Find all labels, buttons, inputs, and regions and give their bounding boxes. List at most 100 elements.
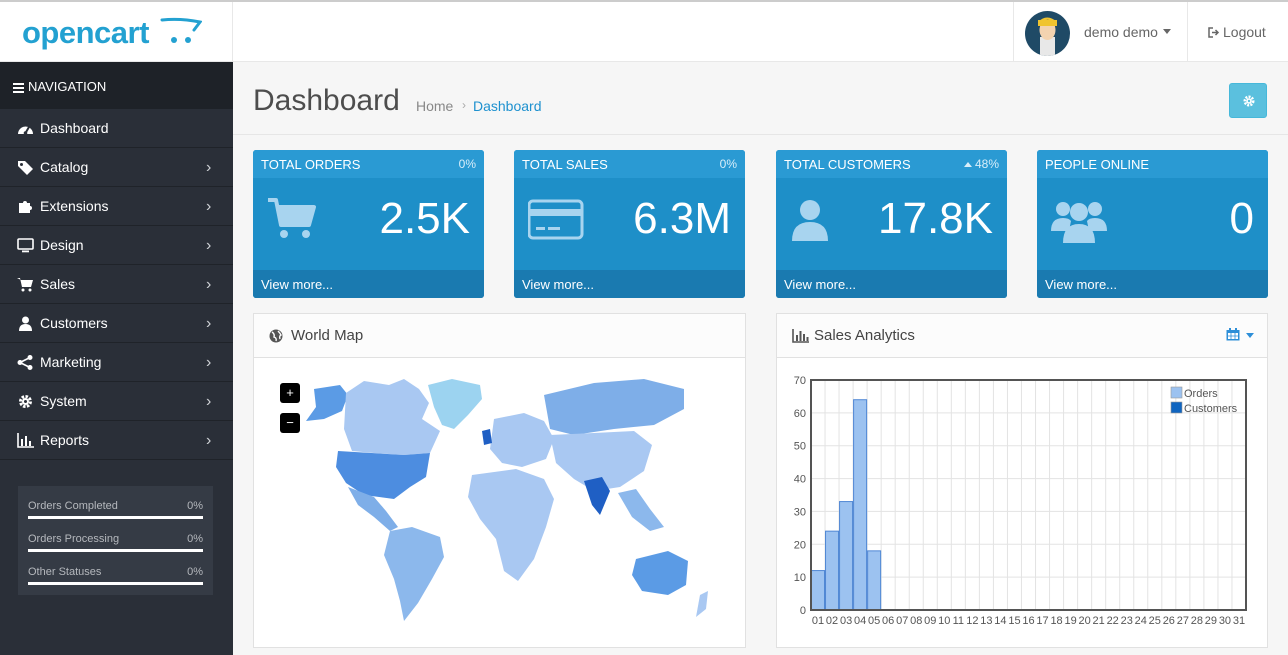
logo[interactable]: opencart bbox=[0, 2, 233, 62]
x-tick-label: 25 bbox=[1149, 615, 1161, 627]
logout-label: Logout bbox=[1223, 24, 1266, 40]
zoom-out-button[interactable]: − bbox=[280, 413, 300, 433]
chevron-right-icon: › bbox=[206, 276, 212, 293]
credit-card-icon bbox=[528, 199, 584, 240]
tile-title: TOTAL ORDERS bbox=[261, 157, 361, 172]
logo-text: opencart bbox=[22, 15, 149, 50]
chevron-right-icon: › bbox=[206, 198, 212, 215]
map-europe bbox=[490, 413, 554, 467]
sidebar-item-label: Marketing bbox=[40, 354, 102, 370]
x-tick-label: 19 bbox=[1064, 615, 1076, 627]
chevron-right-icon: › bbox=[206, 315, 212, 332]
map-uk bbox=[482, 429, 492, 445]
y-tick-label: 20 bbox=[794, 539, 806, 551]
chevron-right-icon: › bbox=[206, 237, 212, 254]
shopping-cart-icon bbox=[17, 278, 33, 292]
x-tick-label: 30 bbox=[1219, 615, 1231, 627]
tile-title: TOTAL CUSTOMERS bbox=[784, 157, 911, 172]
tile-percent: 48% bbox=[963, 157, 999, 171]
map-new-zealand bbox=[696, 591, 708, 617]
x-tick-label: 21 bbox=[1093, 615, 1105, 627]
map-south-america bbox=[384, 527, 444, 621]
map-australia bbox=[632, 551, 688, 595]
view-more-link[interactable]: View more... bbox=[1037, 270, 1268, 298]
panel-title: Sales Analytics bbox=[814, 327, 915, 344]
sidebar-item-label: Sales bbox=[40, 276, 76, 292]
order-status-box: Orders Completed 0% Orders Processing 0%… bbox=[18, 486, 213, 595]
y-tick-label: 70 bbox=[794, 375, 806, 387]
nav-heading[interactable]: NAVIGATION bbox=[0, 62, 233, 109]
view-more-link[interactable]: View more... bbox=[253, 270, 484, 298]
tile-percent: 0% bbox=[719, 157, 737, 171]
world-map[interactable] bbox=[254, 359, 745, 647]
users-icon bbox=[1051, 202, 1107, 243]
zoom-in-button[interactable]: + bbox=[280, 383, 300, 403]
bar-chart-icon bbox=[17, 433, 34, 448]
puzzle-icon bbox=[19, 201, 32, 213]
sidebar-item-dashboard[interactable]: Dashboard bbox=[0, 109, 233, 148]
x-tick-label: 31 bbox=[1233, 615, 1245, 627]
user-dropdown[interactable]: demo demo bbox=[1013, 2, 1188, 62]
y-tick-label: 10 bbox=[794, 572, 806, 584]
tile-title: PEOPLE ONLINE bbox=[1045, 157, 1150, 172]
status-value: 0% bbox=[187, 500, 203, 512]
breadcrumb-current[interactable]: Dashboard bbox=[473, 98, 542, 114]
status-label: Orders Processing bbox=[28, 533, 120, 545]
view-more-link[interactable]: View more... bbox=[514, 270, 745, 298]
tag-icon bbox=[18, 161, 33, 175]
bar-orders bbox=[839, 501, 854, 611]
x-tick-label: 04 bbox=[854, 615, 866, 627]
bar-orders bbox=[853, 399, 868, 611]
x-tick-label: 08 bbox=[910, 615, 922, 627]
caret-down-icon bbox=[1163, 29, 1171, 34]
share-icon bbox=[17, 355, 33, 370]
x-tick-label: 07 bbox=[896, 615, 908, 627]
tile-percent: 0% bbox=[458, 157, 476, 171]
x-tick-label: 11 bbox=[953, 615, 964, 627]
logout-button[interactable]: Logout bbox=[1208, 24, 1266, 40]
user-icon bbox=[792, 200, 828, 241]
sidebar-item-reports[interactable]: Reports › bbox=[0, 421, 233, 460]
caret-down-icon bbox=[1246, 333, 1255, 338]
shopping-cart-icon bbox=[268, 198, 316, 238]
y-tick-label: 40 bbox=[794, 474, 806, 486]
map-asia bbox=[550, 431, 652, 491]
sidebar: NAVIGATION Dashboard Catalog › Extension… bbox=[0, 62, 233, 655]
status-orders-processing: Orders Processing 0% bbox=[28, 529, 203, 562]
view-more-label: View more... bbox=[784, 277, 857, 292]
caret-up-icon bbox=[963, 162, 972, 167]
sidebar-item-system[interactable]: System › bbox=[0, 382, 233, 421]
chevron-right-icon: › bbox=[206, 393, 212, 410]
x-tick-label: 01 bbox=[812, 615, 824, 627]
tile-total-sales: TOTAL SALES 0% 6.3M View more... bbox=[514, 150, 745, 298]
sidebar-item-customers[interactable]: Customers › bbox=[0, 304, 233, 343]
sidebar-item-marketing[interactable]: Marketing › bbox=[0, 343, 233, 382]
logo-cart-icon bbox=[160, 17, 202, 43]
sidebar-item-catalog[interactable]: Catalog › bbox=[0, 148, 233, 187]
status-label: Orders Completed bbox=[28, 500, 118, 512]
sidebar-item-label: Dashboard bbox=[40, 120, 109, 136]
breadcrumb-home[interactable]: Home bbox=[416, 98, 454, 114]
sidebar-item-design[interactable]: Design › bbox=[0, 226, 233, 265]
sign-out-icon bbox=[1208, 27, 1220, 38]
bar-orders bbox=[811, 570, 826, 611]
y-tick-label: 60 bbox=[794, 408, 806, 420]
legend-swatch-customers bbox=[1170, 401, 1183, 414]
tile-total-orders: TOTAL ORDERS 0% 2.5K View more... bbox=[253, 150, 484, 298]
view-more-label: View more... bbox=[261, 277, 334, 292]
sidebar-item-extensions[interactable]: Extensions › bbox=[0, 187, 233, 226]
x-tick-label: 12 bbox=[966, 615, 978, 627]
sidebar-item-label: Customers bbox=[40, 315, 108, 331]
settings-button[interactable] bbox=[1229, 83, 1267, 118]
sidebar-item-label: Extensions bbox=[40, 198, 109, 214]
cog-icon bbox=[1243, 95, 1255, 107]
view-more-label: View more... bbox=[1045, 277, 1118, 292]
view-more-link[interactable]: View more... bbox=[776, 270, 1007, 298]
x-tick-label: 03 bbox=[840, 615, 852, 627]
sidebar-item-label: Catalog bbox=[40, 159, 89, 175]
map-alaska bbox=[306, 385, 348, 421]
date-range-dropdown[interactable] bbox=[1226, 328, 1255, 346]
sidebar-item-label: Reports bbox=[40, 432, 90, 448]
status-other: Other Statuses 0% bbox=[28, 562, 203, 595]
sidebar-item-sales[interactable]: Sales › bbox=[0, 265, 233, 304]
